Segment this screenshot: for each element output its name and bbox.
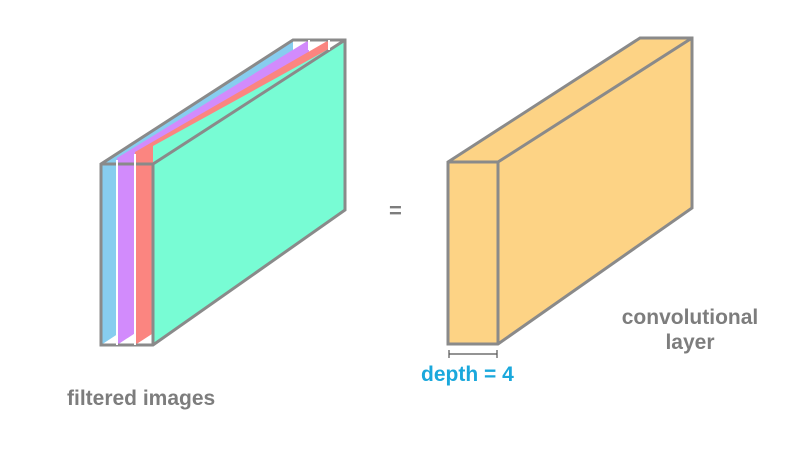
stack-outline (99, 38, 347, 347)
depth-label: depth = 4 (421, 363, 514, 386)
box-side-face (498, 38, 692, 344)
filtered-images-caption: filtered images (67, 387, 216, 410)
convolutional-layer-caption: convolutional layer (600, 305, 780, 355)
conv-caption-line1: convolutional (621, 306, 759, 329)
conv-caption-line2: layer (665, 331, 715, 354)
box-outline (446, 36, 694, 346)
depth-bracket (448, 350, 498, 358)
convolutional-layer-box (446, 36, 694, 346)
equals-operator: = (389, 198, 402, 223)
box-front-face (448, 162, 498, 344)
filter-map-4 (153, 40, 345, 345)
box-top-face (448, 38, 692, 162)
filtered-images-stack (99, 38, 347, 347)
